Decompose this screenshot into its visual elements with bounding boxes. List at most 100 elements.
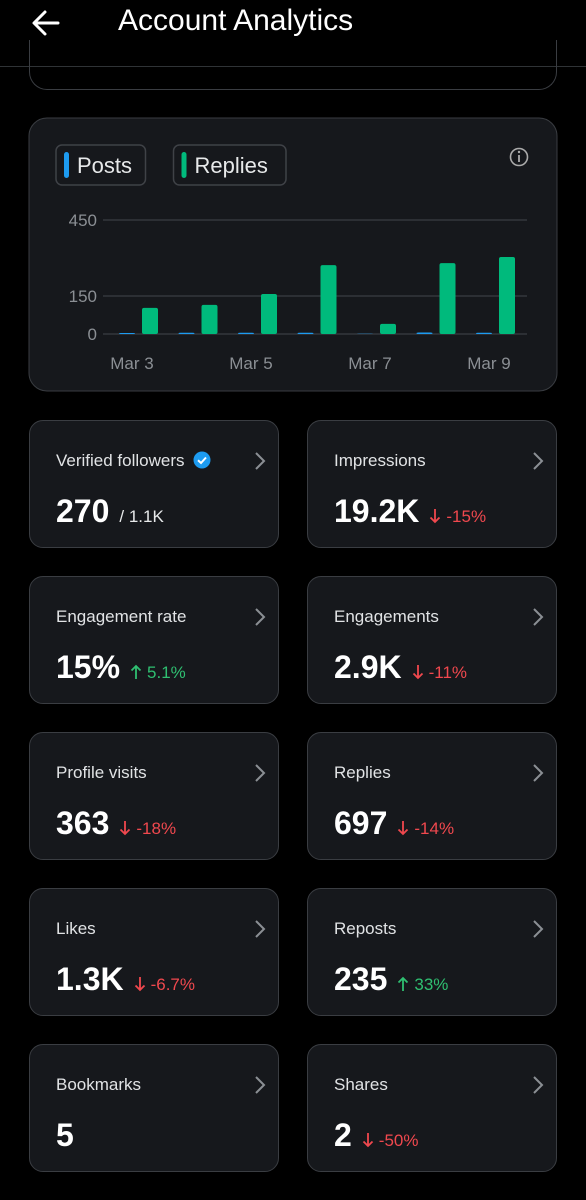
metric-card[interactable]: Engagements 2.9K -11% bbox=[307, 576, 557, 704]
metric-value: 15% 5.1% bbox=[56, 649, 186, 686]
metric-change-text: -14% bbox=[414, 819, 455, 838]
metric-card[interactable]: Bookmarks 5 bbox=[29, 1044, 279, 1172]
metric-card[interactable]: Impressions 19.2K -15% bbox=[307, 420, 557, 548]
metric-change: -14% bbox=[397, 819, 454, 838]
chevron bbox=[255, 764, 266, 782]
trend-arrow bbox=[120, 821, 131, 836]
bar bbox=[416, 332, 433, 334]
metric-title: Engagements bbox=[334, 607, 439, 626]
metric-change-text: -6.7% bbox=[150, 975, 196, 994]
back-button[interactable] bbox=[30, 8, 62, 38]
previous-card bbox=[29, 40, 557, 90]
metric-value: 235 33% bbox=[334, 961, 448, 998]
bar bbox=[142, 307, 158, 334]
info-icon[interactable] bbox=[509, 147, 529, 167]
legend-pill bbox=[172, 144, 287, 186]
metric-number: 1.3K bbox=[56, 961, 124, 997]
metric-title: Shares bbox=[334, 1075, 388, 1094]
chevron bbox=[255, 920, 266, 938]
metric-title: Likes bbox=[56, 919, 96, 938]
metric-card[interactable]: Shares 2 -50% bbox=[307, 1044, 557, 1172]
metric-change: -50% bbox=[362, 1131, 419, 1150]
bar bbox=[297, 332, 314, 334]
bar bbox=[178, 332, 195, 334]
metric-title: Verified followers bbox=[56, 451, 211, 471]
metric-number: 363 bbox=[56, 805, 110, 841]
metric-change: -18% bbox=[119, 819, 176, 838]
bar bbox=[476, 332, 492, 334]
metric-card[interactable]: Reposts 235 33% bbox=[307, 888, 557, 1016]
chevron bbox=[533, 764, 544, 782]
metric-change-text: -50% bbox=[378, 1131, 419, 1150]
bar bbox=[238, 332, 254, 334]
metric-value: 5 bbox=[56, 1117, 74, 1154]
metric-change-text: -15% bbox=[446, 507, 487, 526]
bar bbox=[201, 304, 218, 334]
metric-number: 270 bbox=[56, 493, 110, 529]
metric-card[interactable]: Replies 697 -14% bbox=[307, 732, 557, 860]
metric-change-text: 33% bbox=[414, 975, 449, 994]
metric-card[interactable]: Engagement rate 15% 5.1% bbox=[29, 576, 279, 704]
header: Account Analytics bbox=[0, 0, 586, 67]
bar bbox=[320, 265, 337, 334]
page-title: Account Analytics bbox=[118, 4, 354, 37]
metric-change: -15% bbox=[429, 507, 486, 526]
chevron bbox=[255, 452, 266, 470]
trend-arrow bbox=[412, 665, 423, 680]
chevron bbox=[533, 920, 544, 938]
metric-change: 5.1% bbox=[130, 663, 186, 682]
metric-change: -11% bbox=[412, 663, 467, 682]
chevron bbox=[533, 1076, 544, 1094]
bar bbox=[439, 263, 456, 334]
metric-number: 5 bbox=[56, 1117, 74, 1153]
metric-value: 2 -50% bbox=[334, 1117, 418, 1154]
metric-number: 2.9K bbox=[334, 649, 402, 685]
metric-change-text: 5.1% bbox=[147, 663, 186, 682]
metric-number: 19.2K bbox=[334, 493, 420, 529]
metric-title: Engagement rate bbox=[56, 607, 187, 626]
metric-card[interactable]: Likes 1.3K -6.7% bbox=[29, 888, 279, 1016]
chevron bbox=[533, 452, 544, 470]
verified-badge bbox=[193, 451, 211, 469]
metric-title: Profile visits bbox=[56, 763, 147, 782]
trend-arrow bbox=[362, 1133, 373, 1148]
metric-title: Bookmarks bbox=[56, 1075, 142, 1094]
chevron bbox=[533, 608, 544, 626]
metric-value: 270 / 1.1K bbox=[56, 493, 164, 530]
y-tick-label: 150 bbox=[69, 287, 97, 306]
metric-title: Impressions bbox=[334, 451, 426, 470]
x-tick-label: Mar 3 bbox=[110, 354, 153, 373]
metric-card[interactable]: Verified followers 270 / 1.1K bbox=[29, 420, 279, 548]
metric-number: 15% bbox=[56, 649, 121, 685]
trend-arrow bbox=[134, 977, 145, 992]
bar bbox=[119, 332, 135, 334]
y-tick-label: 450 bbox=[69, 211, 97, 230]
bar bbox=[499, 256, 515, 334]
metric-change: 33% bbox=[397, 975, 448, 994]
x-tick-label: Mar 5 bbox=[229, 354, 272, 373]
metric-title: Reposts bbox=[334, 919, 397, 938]
legend-swatch bbox=[181, 152, 187, 178]
metric-value: 363 -18% bbox=[56, 805, 176, 842]
metric-number: 697 bbox=[334, 805, 388, 841]
chart: 0 150 450 Posts Replies Mar 3 Mar 5 Mar 7 Mar 9 bbox=[28, 117, 558, 392]
metric-number: 235 bbox=[334, 961, 388, 997]
trend-arrow bbox=[398, 976, 409, 991]
chevron bbox=[255, 608, 266, 626]
legend-item: Posts bbox=[55, 144, 147, 186]
metric-change-text: -11% bbox=[428, 663, 468, 682]
metric-value: 1.3K -6.7% bbox=[56, 961, 195, 998]
chevron bbox=[255, 1076, 266, 1094]
legend-label: Replies bbox=[195, 153, 268, 178]
metric-number: 2 bbox=[334, 1117, 352, 1153]
metric-value: 2.9K -11% bbox=[334, 649, 467, 686]
metric-title: Replies bbox=[334, 763, 391, 782]
metric-change: -6.7% bbox=[134, 975, 195, 994]
metric-change-text: -18% bbox=[136, 819, 177, 838]
legend-label: Posts bbox=[77, 153, 132, 178]
metric-value: 19.2K -15% bbox=[334, 493, 486, 530]
y-tick-label: 0 bbox=[88, 325, 97, 344]
metric-card[interactable]: Profile visits 363 -18% bbox=[29, 732, 279, 860]
trend-arrow bbox=[130, 664, 142, 679]
